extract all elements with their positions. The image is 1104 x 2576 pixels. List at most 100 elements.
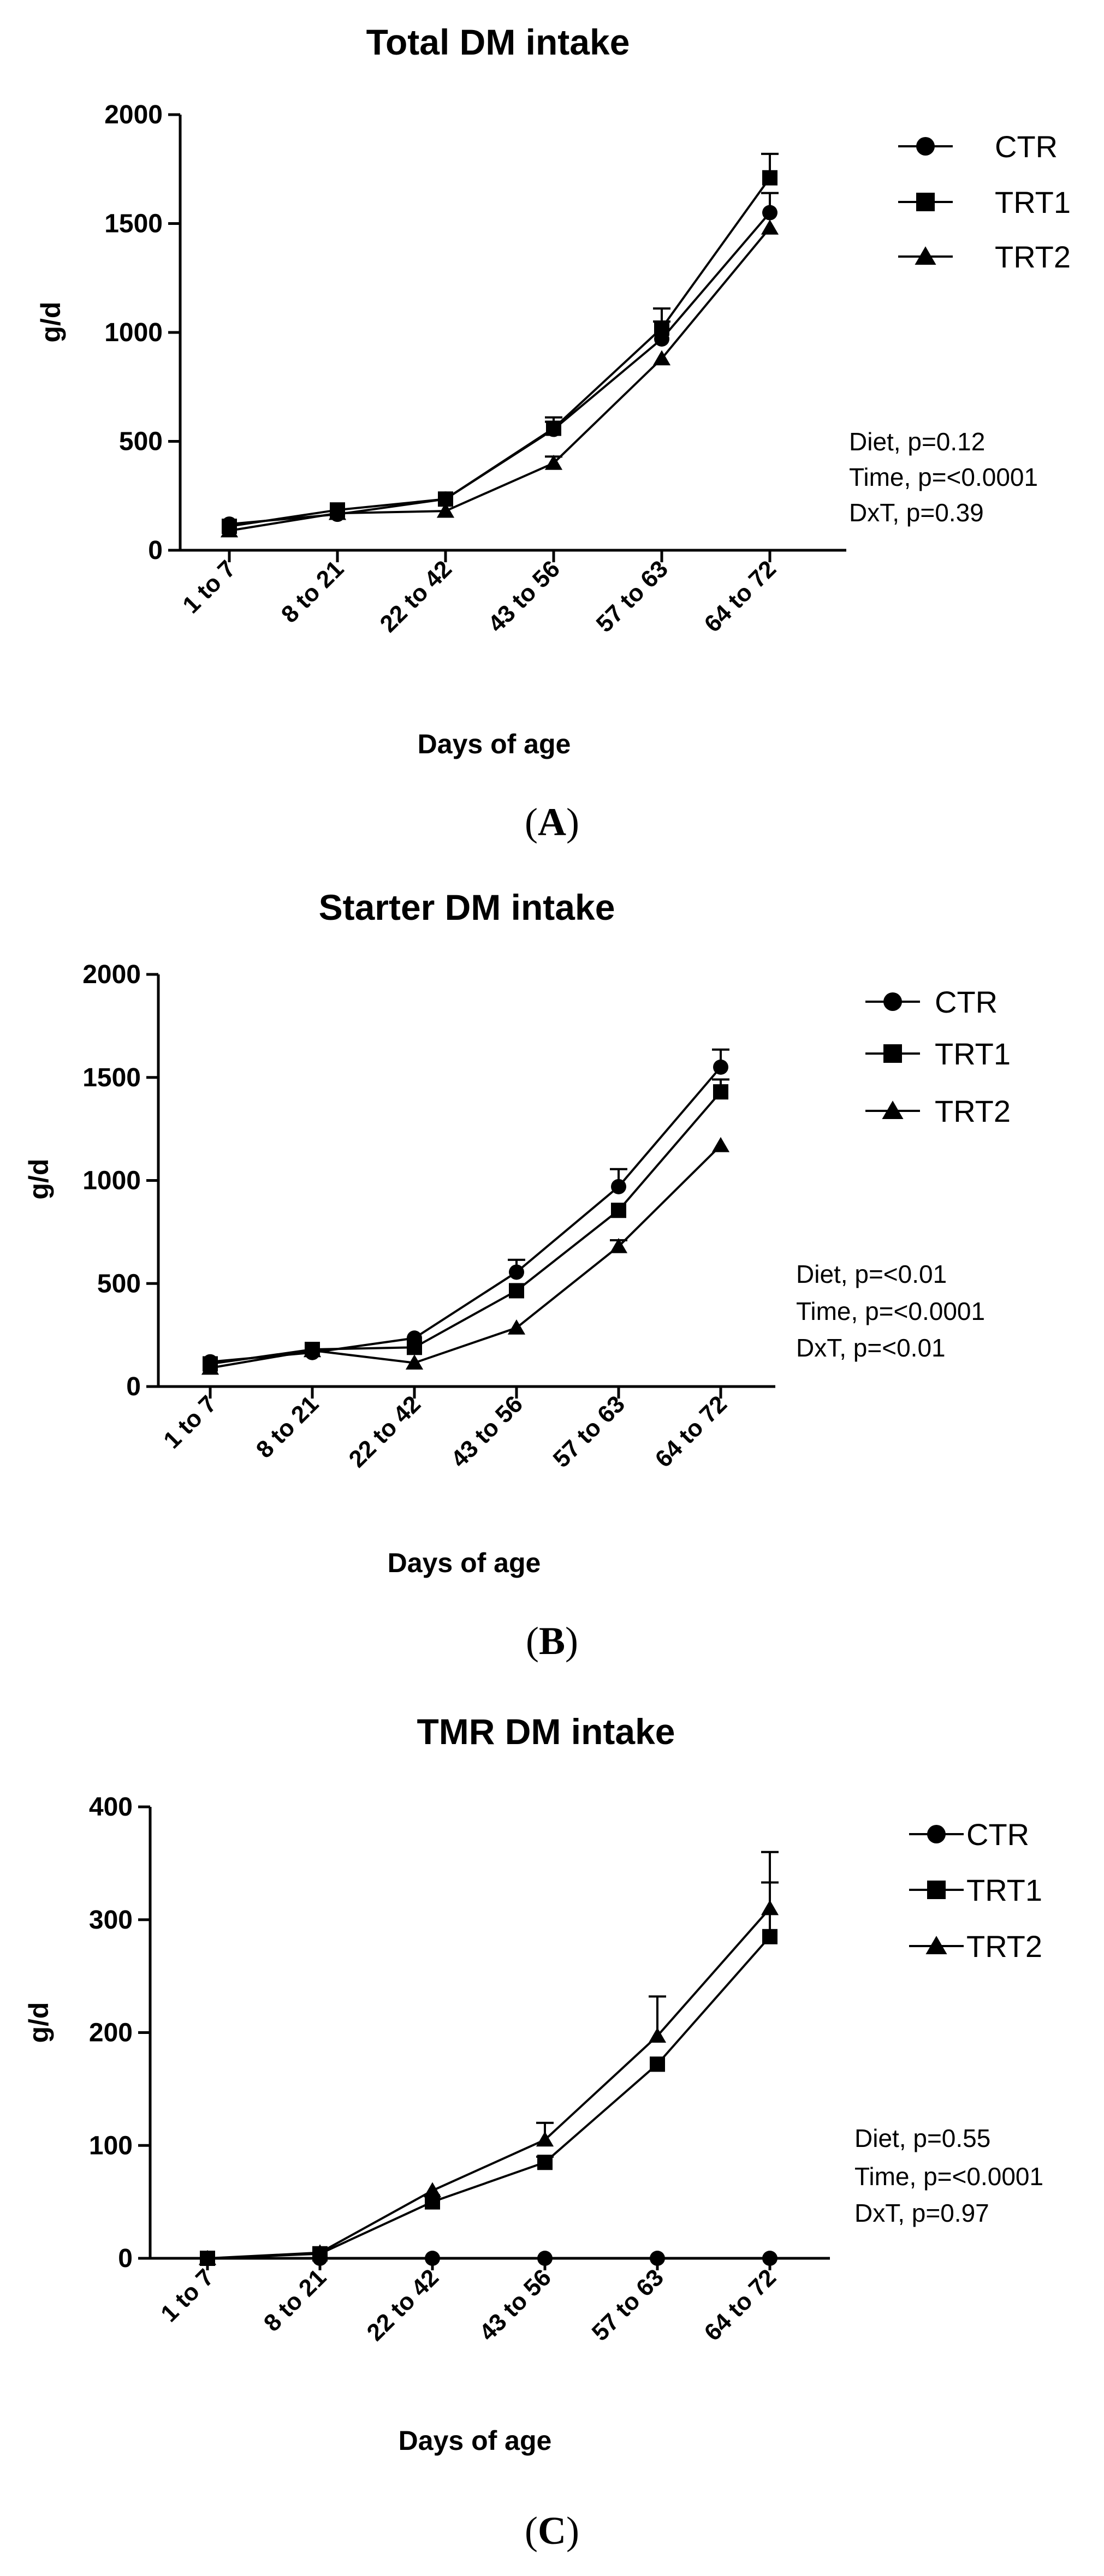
- data-point: [311, 2244, 329, 2259]
- legend-marker: [927, 1825, 946, 1843]
- legend-item-ctr: CTR: [865, 985, 998, 1019]
- panel-label: (C): [525, 2509, 579, 2553]
- chart-title: Total DM intake: [366, 22, 630, 62]
- legend-marker: [927, 1881, 946, 1899]
- legend-item-trt1: TRT1: [865, 1037, 1011, 1071]
- y-tick-label: 1000: [104, 318, 163, 347]
- data-point: [762, 1929, 777, 1944]
- chart-title: Starter DM intake: [319, 887, 615, 927]
- data-point: [762, 205, 777, 221]
- y-tick-label: 0: [148, 536, 163, 565]
- stats-line: Time, p=<0.0001: [796, 1297, 985, 1325]
- legend-label: TRT1: [995, 185, 1071, 219]
- legend-label: TRT2: [966, 1929, 1042, 1964]
- x-axis-title: Days of age: [418, 729, 571, 759]
- series-line: [229, 227, 771, 532]
- y-tick-label: 500: [97, 1269, 141, 1298]
- data-point: [761, 219, 779, 235]
- y-tick-label: 400: [89, 1793, 133, 1822]
- legend-marker: [916, 137, 935, 156]
- y-tick-label: 2000: [104, 100, 163, 129]
- y-axis-title: g/d: [23, 2002, 54, 2043]
- y-tick-label: 0: [118, 2244, 133, 2273]
- series-trt2: [198, 1851, 779, 2265]
- data-point: [536, 2131, 554, 2147]
- data-point: [713, 1084, 728, 1100]
- stats-line: DxT, p=0.97: [854, 2199, 989, 2227]
- y-tick-label: 1500: [104, 210, 163, 239]
- legend-marker: [883, 1044, 902, 1063]
- legend-label: CTR: [995, 129, 1058, 164]
- data-point: [713, 1059, 728, 1075]
- y-tick-label: 1500: [82, 1063, 141, 1092]
- data-point: [328, 504, 347, 520]
- legend-marker: [883, 992, 902, 1011]
- legend-item-trt1: TRT1: [898, 185, 1071, 219]
- legend-marker: [915, 246, 936, 265]
- series-trt2: [220, 219, 779, 538]
- panel-label: (B): [526, 1619, 578, 1663]
- legend-item-ctr: CTR: [909, 1817, 1029, 1852]
- stats-line: Time, p=<0.0001: [849, 463, 1038, 491]
- data-point: [436, 502, 455, 518]
- data-point: [198, 2250, 217, 2265]
- legend-item-trt2: TRT2: [909, 1929, 1042, 1964]
- data-point: [507, 1319, 526, 1335]
- chart-title: TMR DM intake: [417, 1711, 675, 1752]
- series-trt2: [201, 1137, 730, 1375]
- legend-item-trt2: TRT2: [865, 1094, 1011, 1128]
- series-line: [210, 1144, 722, 1369]
- data-point: [537, 2251, 553, 2266]
- y-tick-label: 200: [89, 2019, 133, 2048]
- data-point: [762, 170, 777, 186]
- stats-line: Diet, p=0.55: [854, 2124, 990, 2152]
- data-point: [544, 455, 563, 470]
- panel-letter: B: [539, 1619, 565, 1663]
- data-point: [303, 1342, 322, 1358]
- data-point: [654, 320, 669, 336]
- data-point: [711, 1137, 730, 1152]
- series-line: [229, 177, 771, 528]
- x-axis-title: Days of age: [388, 1548, 541, 1578]
- data-point: [652, 350, 671, 366]
- data-point: [509, 1283, 524, 1299]
- data-point: [423, 2182, 442, 2198]
- legend-marker: [925, 1936, 947, 1954]
- data-point: [220, 522, 239, 538]
- y-axis-title: g/d: [35, 302, 66, 343]
- series-line: [210, 1091, 722, 1365]
- legend-item-trt1: TRT1: [909, 1873, 1042, 1907]
- data-point: [509, 1264, 524, 1280]
- y-tick-label: 500: [119, 427, 163, 456]
- data-point: [425, 2251, 440, 2266]
- data-point: [611, 1203, 626, 1218]
- y-tick-label: 300: [89, 1906, 133, 1935]
- data-point: [201, 1359, 219, 1375]
- data-point: [650, 2056, 665, 2072]
- stats-line: Diet, p=0.12: [849, 427, 985, 456]
- y-tick-label: 2000: [82, 960, 141, 989]
- x-axis-title: Days of age: [399, 2425, 552, 2456]
- panel-label: (A): [525, 800, 579, 844]
- y-tick-label: 0: [126, 1372, 141, 1401]
- data-point: [648, 2027, 667, 2043]
- stats-line: Time, p=<0.0001: [854, 2162, 1043, 2191]
- data-point: [546, 420, 561, 436]
- y-tick-label: 100: [89, 2131, 133, 2160]
- legend-label: TRT2: [995, 240, 1071, 274]
- data-point: [650, 2251, 665, 2266]
- stats-line: Diet, p=<0.01: [796, 1260, 947, 1288]
- y-tick-label: 1000: [82, 1167, 141, 1195]
- legend-label: CTR: [966, 1817, 1029, 1852]
- legend-label: TRT1: [966, 1873, 1042, 1907]
- legend-marker: [882, 1100, 904, 1119]
- y-axis-title: g/d: [23, 1159, 54, 1200]
- panel-letter: A: [538, 800, 566, 844]
- data-point: [537, 2155, 553, 2170]
- legend-item-trt2: TRT2: [898, 240, 1071, 274]
- data-point: [405, 1354, 424, 1370]
- data-point: [611, 1179, 626, 1194]
- legend-marker: [916, 193, 935, 211]
- series-line: [207, 1907, 771, 2259]
